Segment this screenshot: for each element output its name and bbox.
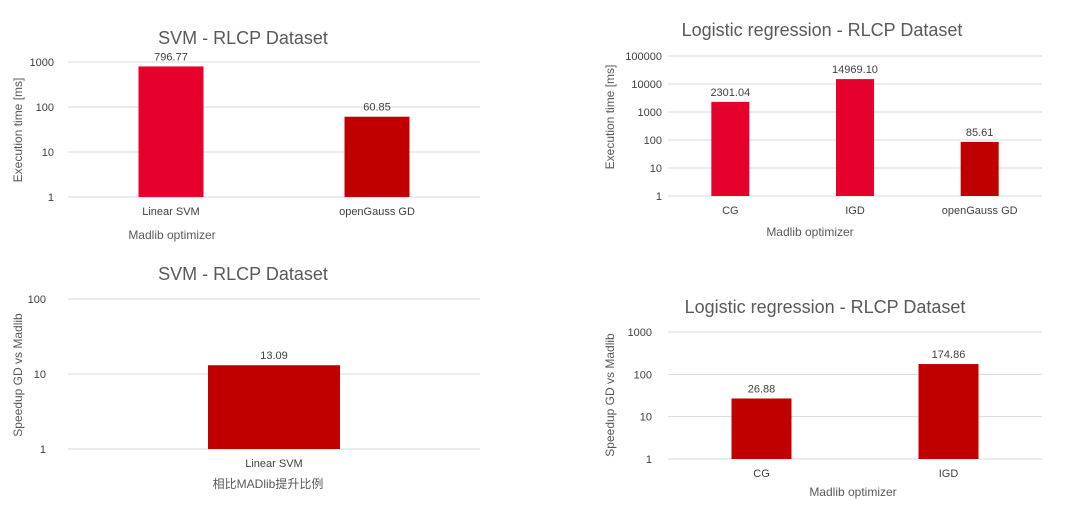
data-label: 26.88 [748,383,776,395]
chart-logreg-execution-time: Logistic regression - RLCP Dataset Execu… [540,0,1080,250]
y-tick-label: 10 [34,369,46,381]
bar [960,141,999,196]
y-tick-label: 1 [656,191,662,203]
y-tick-label: 10000 [631,79,662,91]
y-axis-title: Speedup GD vs Madlib [603,333,617,457]
bar [731,398,792,459]
chart-title: Logistic regression - RLCP Dataset [682,20,963,40]
y-tick-label: 1000 [638,107,662,119]
category-label: openGauss GD [339,206,415,218]
category-label: IGD [939,468,959,480]
y-tick-label: 100000 [625,51,662,63]
data-label: 2301.04 [710,87,750,99]
y-tick-label: 100 [634,369,652,381]
data-label: 174.86 [932,349,966,361]
chart-svm-execution-time: SVM - RLCP Dataset Execution time [ms] M… [0,0,520,250]
y-tick-label: 1 [646,454,652,466]
y-tick-label: 10 [42,147,54,159]
bar [138,66,204,197]
y-tick-label: 100 [644,135,662,147]
data-label: 60.85 [363,102,391,114]
category-label: Linear SVM [142,206,199,218]
y-tick-label: 10 [650,163,662,175]
data-label: 14969.10 [832,64,878,76]
chart-title: SVM - RLCP Dataset [158,264,328,284]
x-axis-title: 相比MADlib提升比例 [213,476,324,491]
category-label: IGD [845,205,865,217]
data-label: 13.09 [260,350,288,362]
category-label: CG [722,205,739,217]
data-label: 796.77 [154,51,188,63]
chart-logreg-speedup-svg: Logistic regression - RLCP Dataset Speed… [603,297,1042,499]
x-axis-title: Madlib optimizer [809,485,896,499]
bar [918,364,979,459]
y-tick-label: 10 [640,412,652,424]
chart-title: Logistic regression - RLCP Dataset [685,297,966,317]
data-label: 85.61 [966,127,994,139]
chart-logreg-execution-time-svg: Logistic regression - RLCP Dataset Execu… [603,20,1042,239]
bar [208,365,340,449]
y-tick-label: 1 [48,192,54,204]
y-axis-title: Speedup GD vs Madlib [11,313,25,437]
bar [344,116,410,197]
y-axis-title: Execution time [ms] [11,78,25,183]
x-axis-title: Madlib optimizer [128,228,215,242]
y-tick-label: 1 [40,444,46,456]
chart-logreg-speedup: Logistic regression - RLCP Dataset Speed… [540,250,1080,508]
chart-svm-speedup-svg: SVM - RLCP Dataset Speedup GD vs Madlib … [11,264,480,491]
x-axis-title: Madlib optimizer [766,225,853,239]
bar [711,101,750,196]
chart-svm-execution-time-svg: SVM - RLCP Dataset Execution time [ms] M… [11,28,480,242]
chart-svm-speedup: SVM - RLCP Dataset Speedup GD vs Madlib … [0,250,520,508]
y-tick-label: 1000 [628,327,652,339]
category-label: Linear SVM [245,458,302,470]
bar [836,79,874,196]
category-label: openGauss GD [942,205,1018,217]
chart-title: SVM - RLCP Dataset [158,28,328,48]
category-label: CG [753,468,770,480]
y-tick-label: 100 [28,294,46,306]
y-tick-label: 100 [36,102,54,114]
y-tick-label: 1000 [30,57,54,69]
y-axis-title: Execution time [ms] [603,65,617,170]
